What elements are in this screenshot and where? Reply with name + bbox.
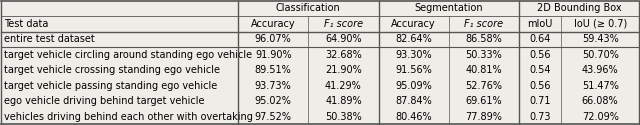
Text: 59.43%: 59.43%	[582, 34, 619, 44]
Text: F₁ score: F₁ score	[464, 19, 504, 29]
Text: 72.09%: 72.09%	[582, 112, 619, 122]
Text: 0.56: 0.56	[529, 50, 551, 60]
Text: vehicles driving behind each other with overtaking: vehicles driving behind each other with …	[4, 112, 253, 122]
Text: 0.56: 0.56	[529, 81, 551, 91]
Text: 40.81%: 40.81%	[465, 65, 502, 75]
Text: 32.68%: 32.68%	[325, 50, 362, 60]
Text: 51.47%: 51.47%	[582, 81, 619, 91]
Text: 80.46%: 80.46%	[396, 112, 432, 122]
Text: 77.89%: 77.89%	[465, 112, 502, 122]
Text: Test data: Test data	[4, 19, 48, 29]
Text: 86.58%: 86.58%	[465, 34, 502, 44]
Text: F₁ score: F₁ score	[324, 19, 363, 29]
Text: 69.61%: 69.61%	[465, 96, 502, 106]
Text: ego vehicle driving behind target vehicle: ego vehicle driving behind target vehicl…	[4, 96, 204, 106]
Text: 0.73: 0.73	[529, 112, 551, 122]
Text: 66.08%: 66.08%	[582, 96, 618, 106]
Text: 0.54: 0.54	[529, 65, 551, 75]
Text: 95.09%: 95.09%	[396, 81, 432, 91]
Text: target vehicle circling around standing ego vehicle: target vehicle circling around standing …	[4, 50, 252, 60]
Text: entire test dataset: entire test dataset	[4, 34, 95, 44]
Text: Classification: Classification	[276, 3, 340, 13]
Text: 82.64%: 82.64%	[396, 34, 432, 44]
Text: 89.51%: 89.51%	[255, 65, 292, 75]
Text: 50.38%: 50.38%	[325, 112, 362, 122]
Text: mIoU: mIoU	[527, 19, 553, 29]
Text: IoU (≥ 0.7): IoU (≥ 0.7)	[573, 19, 627, 29]
Text: 91.56%: 91.56%	[396, 65, 432, 75]
Text: 41.89%: 41.89%	[325, 96, 362, 106]
Text: 0.64: 0.64	[529, 34, 550, 44]
Text: 64.90%: 64.90%	[325, 34, 362, 44]
Text: Segmentation: Segmentation	[415, 3, 483, 13]
Text: Accuracy: Accuracy	[251, 19, 296, 29]
Text: 50.70%: 50.70%	[582, 50, 619, 60]
Text: 91.90%: 91.90%	[255, 50, 291, 60]
Text: 96.07%: 96.07%	[255, 34, 292, 44]
Text: 52.76%: 52.76%	[465, 81, 502, 91]
Text: 93.73%: 93.73%	[255, 81, 292, 91]
Text: target vehicle passing standing ego vehicle: target vehicle passing standing ego vehi…	[4, 81, 217, 91]
Text: 87.84%: 87.84%	[396, 96, 432, 106]
Text: 95.02%: 95.02%	[255, 96, 292, 106]
Text: 21.90%: 21.90%	[325, 65, 362, 75]
Text: target vehicle crossing standing ego vehicle: target vehicle crossing standing ego veh…	[4, 65, 220, 75]
Text: 50.33%: 50.33%	[465, 50, 502, 60]
Text: 97.52%: 97.52%	[255, 112, 292, 122]
Text: 93.30%: 93.30%	[396, 50, 432, 60]
Text: 2D Bounding Box: 2D Bounding Box	[537, 3, 621, 13]
Text: 0.71: 0.71	[529, 96, 551, 106]
Text: 41.29%: 41.29%	[325, 81, 362, 91]
Text: 43.96%: 43.96%	[582, 65, 618, 75]
Text: Accuracy: Accuracy	[391, 19, 436, 29]
